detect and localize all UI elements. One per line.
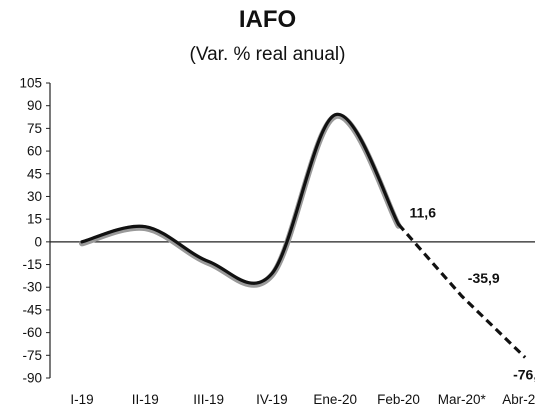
y-tick-label: -60	[22, 325, 42, 340]
y-tick-label: 90	[27, 98, 42, 113]
x-tick-label: III-19	[193, 392, 224, 407]
y-tick-label: 0	[34, 234, 42, 249]
x-tick-label: Mar-20*	[438, 392, 487, 407]
y-tick-label: -30	[22, 280, 42, 295]
x-tick-label: I-19	[70, 392, 93, 407]
series-line-shadow	[79, 113, 402, 288]
data-label: -35,9	[468, 270, 500, 286]
series-line-dashed	[397, 223, 527, 359]
data-label: 11,6	[410, 204, 437, 220]
x-tick-label: IV-19	[256, 392, 288, 407]
x-axis-ticks: I-19 II-19 III-19 IV-19 Ene-20 Feb-20 Mar-20* A…	[70, 392, 535, 407]
x-tick-label: II-19	[132, 392, 159, 407]
series-lines	[79, 113, 527, 359]
y-tick-label: -15	[22, 257, 42, 272]
y-tick-label: 75	[27, 121, 42, 136]
y-tick-label: 60	[27, 144, 42, 159]
y-tick-label: 105	[19, 76, 42, 91]
x-tick-label: Feb-20	[377, 392, 420, 407]
y-tick-label: 45	[27, 166, 42, 181]
chart-title: IAFO	[238, 6, 297, 33]
y-tick-label: -90	[22, 371, 42, 386]
y-tick-label: -45	[22, 302, 42, 317]
data-label: -76,4	[513, 366, 535, 382]
y-tick-label: 15	[27, 212, 42, 227]
chart-subtitle: (Var. % real anual)	[189, 44, 346, 65]
y-axis-ticks: 105 90 75 60 45 30 15 0 -15 -30 -45 -60 -75 -90	[19, 76, 50, 386]
x-tick-label: Abr-20*	[502, 392, 535, 407]
x-tick-label: Ene-20	[313, 392, 357, 407]
y-tick-label: 30	[27, 189, 42, 204]
y-tick-label: -75	[22, 348, 42, 363]
data-labels: 11,6 -35,9 -76,4	[410, 204, 535, 382]
series-line-solid	[80, 113, 401, 285]
